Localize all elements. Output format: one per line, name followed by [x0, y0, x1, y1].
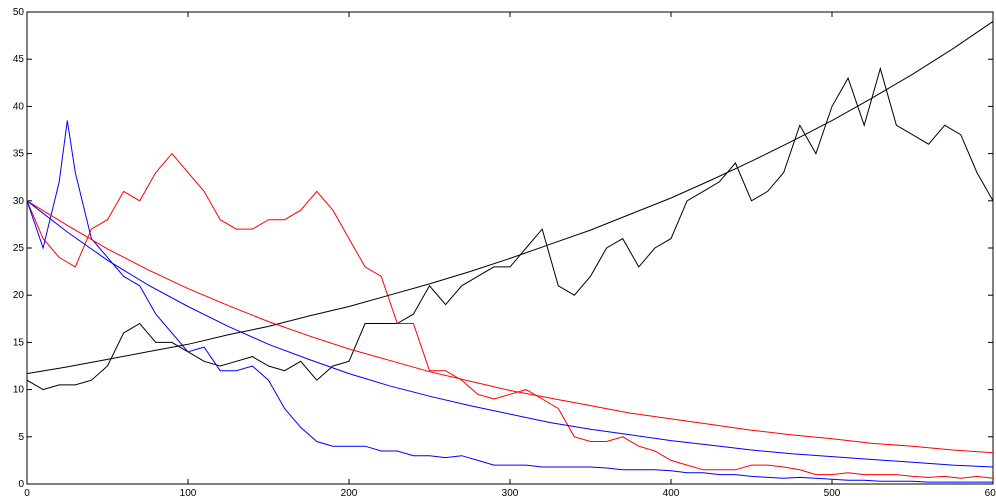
- y-tick-label: 5: [18, 432, 24, 443]
- y-tick-label: 10: [13, 385, 25, 396]
- y-tick-label: 20: [13, 290, 25, 301]
- x-tick-label: 500: [824, 488, 841, 499]
- y-tick-label: 35: [13, 149, 25, 160]
- y-tick-label: 45: [13, 54, 25, 65]
- x-tick-label: 100: [180, 488, 197, 499]
- series-line: [26, 200, 994, 454]
- plot-area: [26, 11, 994, 485]
- series-line: [26, 120, 993, 483]
- x-tick-label: 300: [502, 488, 519, 499]
- x-tick-label: 200: [341, 488, 358, 499]
- series-line: [26, 152, 994, 479]
- x-tick-label: 400: [663, 488, 680, 499]
- y-tick-label: 25: [13, 243, 25, 254]
- series-line: [26, 20, 994, 375]
- series-line: [26, 200, 994, 468]
- y-tick-label: 0: [18, 479, 24, 490]
- x-tick-label: 600: [985, 488, 996, 499]
- y-tick-label: 50: [13, 7, 25, 18]
- y-tick-label: 40: [13, 101, 25, 112]
- y-tick-label: 15: [13, 337, 25, 348]
- x-tick-label: 0: [24, 488, 30, 499]
- y-tick-label: 30: [13, 196, 25, 207]
